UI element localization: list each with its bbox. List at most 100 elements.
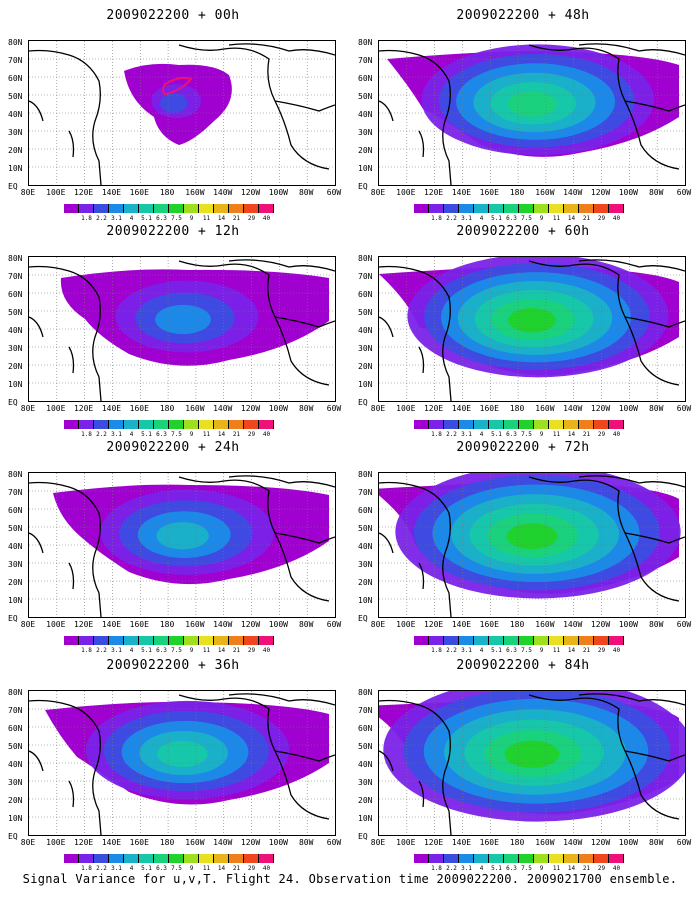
map-svg <box>29 257 335 401</box>
colorbar-label: 29 <box>247 215 256 222</box>
colorbar-cell <box>184 204 199 213</box>
colorbar-cell <box>534 854 549 863</box>
colorbar-label: 4 <box>129 215 134 222</box>
colorbar-cell <box>489 204 504 213</box>
x-tick-label: 120E <box>73 188 94 197</box>
colorbar-label: 5.1 <box>491 865 502 872</box>
colorbar-label: 40 <box>612 215 621 222</box>
y-tick-label: 60N <box>358 290 373 299</box>
coastline <box>29 43 335 185</box>
colorbar-label: 1.8 <box>81 431 92 438</box>
x-tick-label: 120W <box>590 838 611 847</box>
x-tick-label: 120E <box>423 188 444 197</box>
colorbar-label: 9 <box>189 215 194 222</box>
colorbar-cell <box>519 854 534 863</box>
x-tick-label: 60W <box>326 620 342 629</box>
x-tick-label: 180 <box>509 188 525 197</box>
map-svg <box>29 473 335 617</box>
colorbar-cell <box>474 854 489 863</box>
colorbar-label: 11 <box>202 647 211 654</box>
colorbar-label: 4 <box>129 647 134 654</box>
colorbar <box>64 854 274 863</box>
colorbar-label: 21 <box>582 215 591 222</box>
x-tick-label: 80W <box>298 404 314 413</box>
y-tick-label: 50N <box>8 92 23 101</box>
colorbar-label: 5.1 <box>141 431 152 438</box>
colorbar <box>64 420 274 429</box>
y-tick-label: 60N <box>8 290 23 299</box>
colorbar-cell <box>139 204 154 213</box>
colorbar-cell <box>519 420 534 429</box>
map-plot-area <box>28 690 336 836</box>
map-panel: 2009022200 + 72h 80N 70N 60N 50N 40N 30N 20N 10N… <box>358 440 691 655</box>
x-tick-label: 180 <box>159 188 175 197</box>
x-tick-label: 80W <box>648 620 664 629</box>
colorbar-cell <box>244 636 259 645</box>
colorbar-label: 7.5 <box>521 865 532 872</box>
colorbar-cell <box>79 420 94 429</box>
y-tick-label: 40N <box>358 326 373 335</box>
colorbar-cell <box>429 204 444 213</box>
colorbar-label: 40 <box>262 431 271 438</box>
y-tick-label: 10N <box>358 814 373 823</box>
colorbar-label: 14 <box>217 431 226 438</box>
variance-contour <box>508 308 556 333</box>
variance-contour <box>506 523 558 550</box>
colorbar-cell <box>109 420 124 429</box>
colorbar-label: 11 <box>202 865 211 872</box>
x-tick-label: 140E <box>451 404 472 413</box>
colorbar-cell <box>519 204 534 213</box>
colorbar-cell <box>474 204 489 213</box>
colorbar-label: 14 <box>567 215 576 222</box>
colorbar-cell <box>124 204 139 213</box>
colorbar-labels: 1.8 2.2 3.1 4 5.1 6.3 7.5 9 11 14 21 29 40 <box>64 647 274 654</box>
colorbar-cell <box>94 204 109 213</box>
colorbar-cell <box>124 854 139 863</box>
colorbar-cell <box>109 636 124 645</box>
y-tick-label: EQ <box>8 614 18 623</box>
x-tick-label: 120W <box>590 620 611 629</box>
colorbar-label: 9 <box>539 647 544 654</box>
y-tick-label: 80N <box>8 254 23 263</box>
x-tick-label: 140W <box>213 838 233 847</box>
colorbar-label: 29 <box>597 865 606 872</box>
x-tick-label: 180 <box>159 404 175 413</box>
colorbar-cell <box>444 420 459 429</box>
colorbar-label: 6.3 <box>506 215 517 222</box>
colorbar-label: 1.8 <box>431 647 442 654</box>
y-tick-label: 50N <box>358 742 373 751</box>
y-tick-label: 30N <box>8 128 23 137</box>
x-tick-label: 60W <box>326 404 342 413</box>
colorbar-cell <box>169 854 184 863</box>
y-tick-label: EQ <box>358 182 368 191</box>
colorbar-label: 11 <box>552 865 561 872</box>
x-tick-label: 180 <box>509 404 525 413</box>
variance-field <box>387 44 679 157</box>
colorbar-labels: 1.8 2.2 3.1 4 5.1 6.3 7.5 9 11 14 21 29 40 <box>64 431 274 438</box>
x-tick-label: 140E <box>101 404 122 413</box>
y-tick-label: 60N <box>358 506 373 515</box>
colorbar-label: 21 <box>232 215 241 222</box>
colorbar-cell <box>534 204 549 213</box>
colorbar-cell <box>429 636 444 645</box>
x-tick-label: 140W <box>213 404 233 413</box>
colorbar-label: 7.5 <box>521 431 532 438</box>
colorbar-label: 4 <box>479 431 484 438</box>
x-tick-label: 100W <box>268 188 288 197</box>
y-tick-label: 40N <box>358 110 373 119</box>
colorbar-label: 1.8 <box>81 215 92 222</box>
colorbar-cell <box>594 420 609 429</box>
colorbar-cell <box>154 420 169 429</box>
x-tick-label: 160E <box>129 404 149 413</box>
x-tick-label: 180 <box>159 838 175 847</box>
colorbar-cell <box>549 204 564 213</box>
y-tick-label: 60N <box>358 724 373 733</box>
colorbar-cell <box>199 204 214 213</box>
colorbar-label: 11 <box>202 215 211 222</box>
y-tick-label: 30N <box>8 344 23 353</box>
colorbar-label: 9 <box>539 431 544 438</box>
x-tick-label: 140E <box>451 188 472 197</box>
colorbar-cell <box>109 204 124 213</box>
x-tick-label: 100W <box>268 838 288 847</box>
x-tick-label: 80W <box>298 620 314 629</box>
